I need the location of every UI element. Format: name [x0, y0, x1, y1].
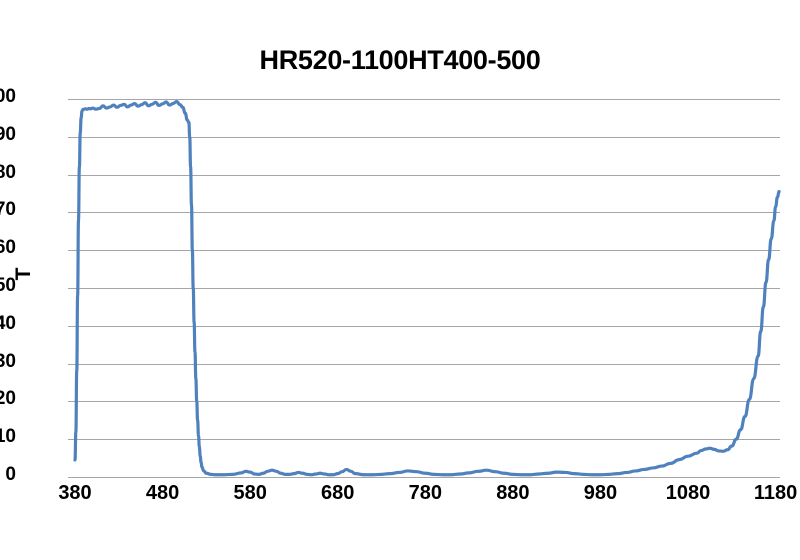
series-path — [73, 100, 781, 477]
y-tick-mark-10 — [68, 439, 75, 441]
gridline-y-30 — [75, 363, 780, 365]
gridline-y-50 — [75, 288, 780, 289]
gridline-y-0 — [75, 477, 780, 478]
x-tick-label-480: 480 — [145, 482, 180, 504]
y-tick-label-60: 60 — [0, 237, 16, 259]
y-tick-mark-50 — [68, 288, 75, 289]
gridline-y-20 — [75, 401, 780, 403]
x-tick-label-580: 580 — [233, 482, 267, 504]
y-tick-label-100: 100 — [0, 86, 16, 107]
x-tick-label-1080: 1080 — [665, 482, 711, 504]
y-tick-label-0: 0 — [5, 464, 16, 485]
y-tick-mark-40 — [68, 325, 75, 327]
y-tick-mark-60 — [68, 250, 75, 252]
y-tick-label-40: 40 — [0, 312, 16, 334]
y-tick-label-70: 70 — [0, 199, 16, 221]
x-tick-label-880: 880 — [496, 482, 530, 504]
y-tick-label-50: 50 — [0, 275, 16, 296]
y-tick-label-80: 80 — [0, 161, 16, 183]
y-tick-label-90: 90 — [0, 123, 16, 145]
x-tick-label-980: 980 — [583, 482, 618, 504]
y-tick-label-20: 20 — [0, 388, 16, 410]
y-tick-mark-90 — [68, 136, 75, 138]
gridline-y-10 — [75, 439, 780, 441]
y-tick-label-30: 30 — [0, 350, 16, 372]
gridline-y-100 — [75, 99, 780, 100]
x-tick-label-780: 780 — [408, 482, 442, 504]
x-tick-label-680: 680 — [321, 482, 355, 504]
chart-title: HR520-1100HT400-500 — [259, 45, 541, 75]
series-line-transmittance — [73, 100, 781, 477]
gridline-y-70 — [75, 212, 780, 214]
y-tick-mark-20 — [68, 401, 75, 403]
plot-area — [73, 99, 781, 478]
y-tick-mark-30 — [68, 363, 75, 365]
y-tick-label-10: 10 — [0, 426, 16, 448]
x-tick-label-1180: 1180 — [753, 482, 798, 504]
gridline-y-60 — [75, 250, 780, 252]
gridline-y-80 — [75, 174, 780, 176]
y-tick-mark-70 — [68, 212, 75, 214]
y-tick-mark-80 — [68, 174, 75, 176]
gridline-y-90 — [75, 136, 780, 138]
y-tick-mark-0 — [68, 477, 75, 478]
gridline-y-40 — [75, 325, 780, 327]
x-tick-label-380: 380 — [58, 482, 92, 504]
y-tick-mark-100 — [68, 99, 75, 100]
